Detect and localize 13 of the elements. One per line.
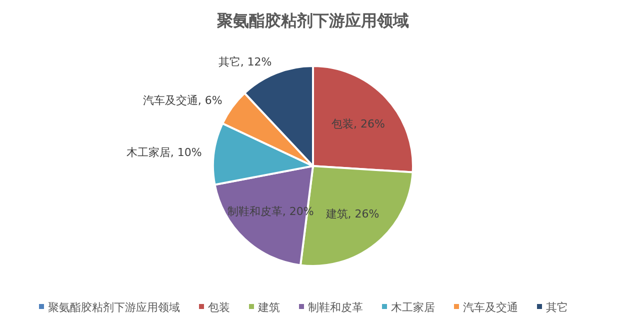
data-label: 木工家居, 10% xyxy=(126,146,202,159)
data-label: 包装, 26% xyxy=(331,117,385,130)
chart-title: 聚氨酯胶粘剂下游应用领域 xyxy=(216,11,409,30)
data-label: 其它, 12% xyxy=(218,56,272,69)
legend-label: 建筑 xyxy=(257,300,280,314)
legend-label: 制鞋和皮革 xyxy=(308,300,363,314)
legend-label: 其它 xyxy=(546,300,568,314)
data-label: 建筑, 26% xyxy=(324,208,380,221)
legend-label: 木工家居 xyxy=(391,300,435,314)
legend-label: 汽车及交通 xyxy=(463,300,518,314)
data-label: 汽车及交通, 6% xyxy=(142,94,222,108)
legend-title: 聚氨酯胶粘剂下游应用领域 xyxy=(48,300,180,314)
legend-label: 包装 xyxy=(208,300,230,314)
